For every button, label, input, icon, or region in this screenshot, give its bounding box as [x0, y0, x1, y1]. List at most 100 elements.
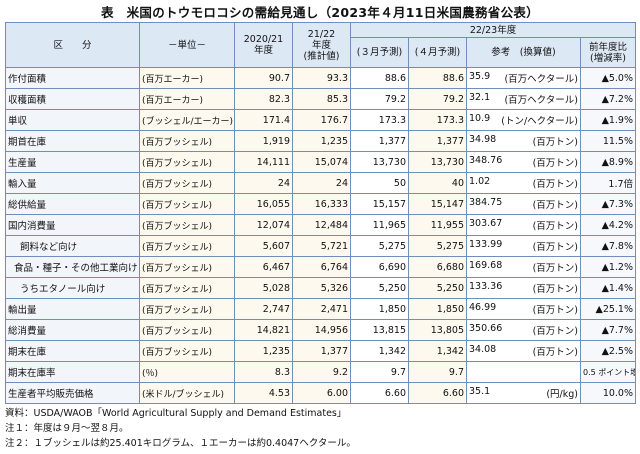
value-april: 173.3: [408, 109, 467, 131]
table-row: 総供給量 (百万ブッシェル) 16,055 16,333 15,157 15,147 384…: [5, 193, 637, 215]
table-row: 期末在庫 (百万ブッシェル) 1,235 1,377 1,342 1,342 34.08 (百…: [5, 340, 637, 362]
note-source: 資料：USDA/WAOB「World Agricultural Supply a…: [5, 408, 347, 419]
table-row: 輸入量 (百万ブッシェル) 24 24 50 40 1.02 (百万トン) 1.7倍: [5, 172, 637, 194]
value-march: 11,965: [350, 214, 409, 236]
reference-cell: 34.98 (百万トン): [466, 130, 581, 152]
row-label-text: 食品・種子・その他工業向け: [14, 263, 138, 274]
value-2020-21: 1,919: [234, 130, 293, 152]
row-unit: (百万ブッシェル): [139, 130, 235, 152]
reference-value: 303.67: [469, 218, 503, 229]
reference-unit: (百万トン): [532, 158, 578, 169]
table-row: 国内消費量 (百万ブッシェル) 12,074 12,484 11,965 11,955 30…: [5, 214, 637, 236]
table-row: 生産者平均販売価格 (米ドル/ブッシェル) 4.53 6.00 6.60 6.60 35.1…: [5, 382, 637, 404]
table-row: 輸出量 (百万ブッシェル) 2,747 2,471 1,850 1,850 46.99 (百万…: [5, 298, 637, 320]
value-2021-22: 85.3: [292, 88, 351, 110]
value-2020-21: 16,055: [234, 193, 293, 215]
reference-cell: 169.68 (百万トン): [466, 256, 581, 278]
change-rate: 1.7倍: [579, 172, 637, 194]
table-row: 生産量 (百万ブッシェル) 14,111 15,074 13,730 13,730 348.…: [5, 151, 637, 173]
value-april: 6,680: [408, 256, 467, 278]
header-change: 前年度比 (増減率): [579, 37, 637, 68]
change-rate: ▲7.7%: [579, 319, 637, 341]
value-2021-22: 5,721: [292, 235, 351, 257]
value-2020-21: 14,111: [234, 151, 293, 173]
reference-value: 34.08: [469, 344, 497, 355]
row-label-text: 国内消費量: [8, 221, 56, 232]
value-april: 88.6: [408, 67, 467, 89]
change-rate: ▲4.2%: [579, 214, 637, 236]
value-2020-21: 90.7: [234, 67, 293, 89]
reference-unit: (百万ヘクタール): [504, 95, 578, 106]
note-1: 注１：年度は９月～翌８月。: [5, 423, 129, 434]
header-2021-22: 21/22 年度 (推計値): [292, 22, 351, 68]
header-march-forecast: (３月予測): [350, 37, 409, 68]
supply-demand-table: 区 分 －単位－ 2020/21 年度 21/22 年度 (推計値) 22/23…: [5, 22, 637, 404]
row-unit: (百万エーカー): [139, 88, 235, 110]
value-march: 13,730: [350, 151, 409, 173]
value-2021-22: 1,377: [292, 340, 351, 362]
row-unit: (％): [139, 361, 235, 383]
change-rate: 11.5%: [579, 130, 637, 152]
row-label: 輸出量: [5, 298, 140, 320]
reference-cell: 350.66 (百万トン): [466, 319, 581, 341]
value-march: 173.3: [350, 109, 409, 131]
value-march: 1,850: [350, 298, 409, 320]
value-april: 15,147: [408, 193, 467, 215]
reference-value: 35.9: [469, 71, 491, 82]
value-2020-21: 171.4: [234, 109, 293, 131]
reference-unit: (円/kg): [546, 389, 578, 400]
value-april: 1,377: [408, 130, 467, 152]
reference-cell: 303.67 (百万トン): [466, 214, 581, 236]
value-2021-22: 93.3: [292, 67, 351, 89]
row-label: 輸入量: [5, 172, 140, 194]
row-unit: (百万ブッシェル): [139, 172, 235, 194]
change-rate: ▲7.8%: [579, 235, 637, 257]
value-march: 79.2: [350, 88, 409, 110]
row-label-text: 輸入量: [8, 179, 37, 190]
value-2021-22: 6.00: [292, 382, 351, 404]
value-april: 5,275: [408, 235, 467, 257]
value-2020-21: 4.53: [234, 382, 293, 404]
reference-value: 133.36: [469, 281, 503, 292]
row-label: 作付面積: [5, 67, 140, 89]
value-2021-22: 14,956: [292, 319, 351, 341]
value-april: 40: [408, 172, 467, 194]
value-2020-21: 12,074: [234, 214, 293, 236]
row-label: 生産量: [5, 151, 140, 173]
row-label: うちエタノール向け: [5, 277, 140, 299]
value-march: 1,342: [350, 340, 409, 362]
value-2020-21: 14,821: [234, 319, 293, 341]
table-row: うちエタノール向け (百万ブッシェル) 5,028 5,326 5,250 5,250 13…: [5, 277, 637, 299]
reference-unit: (百万ヘクタール): [504, 74, 578, 85]
row-label-text: 作付面積: [8, 74, 47, 85]
value-2021-22: 9.2: [292, 361, 351, 383]
value-march: 50: [350, 172, 409, 194]
value-2021-22: 5,326: [292, 277, 351, 299]
value-2020-21: 8.3: [234, 361, 293, 383]
row-label: 期末在庫率: [5, 361, 140, 383]
reference-value: 169.68: [469, 260, 503, 271]
value-march: 5,275: [350, 235, 409, 257]
value-2021-22: 1,235: [292, 130, 351, 152]
row-label: 食品・種子・その他工業向け: [5, 256, 140, 278]
value-2021-22: 15,074: [292, 151, 351, 173]
change-rate: ▲7.3%: [579, 193, 637, 215]
row-label-text: 単収: [8, 116, 28, 127]
change-rate: 10.0%: [579, 382, 637, 404]
row-label-text: 期首在庫: [8, 137, 47, 148]
change-rate: ▲8.9%: [579, 151, 637, 173]
row-label: 生産者平均販売価格: [5, 382, 140, 404]
reference-unit: (百万トン): [532, 137, 578, 148]
value-april: 11,955: [408, 214, 467, 236]
value-2021-22: 6,764: [292, 256, 351, 278]
value-april: 5,250: [408, 277, 467, 299]
value-march: 13,815: [350, 319, 409, 341]
row-unit: (百万ブッシェル): [139, 256, 235, 278]
value-2020-21: 5,607: [234, 235, 293, 257]
value-april: 6.60: [408, 382, 467, 404]
reference-cell: 133.99 (百万トン): [466, 235, 581, 257]
row-label: 期首在庫: [5, 130, 140, 152]
change-rate: ▲1.2%: [579, 256, 637, 278]
value-2020-21: 2,747: [234, 298, 293, 320]
row-label: 期末在庫: [5, 340, 140, 362]
